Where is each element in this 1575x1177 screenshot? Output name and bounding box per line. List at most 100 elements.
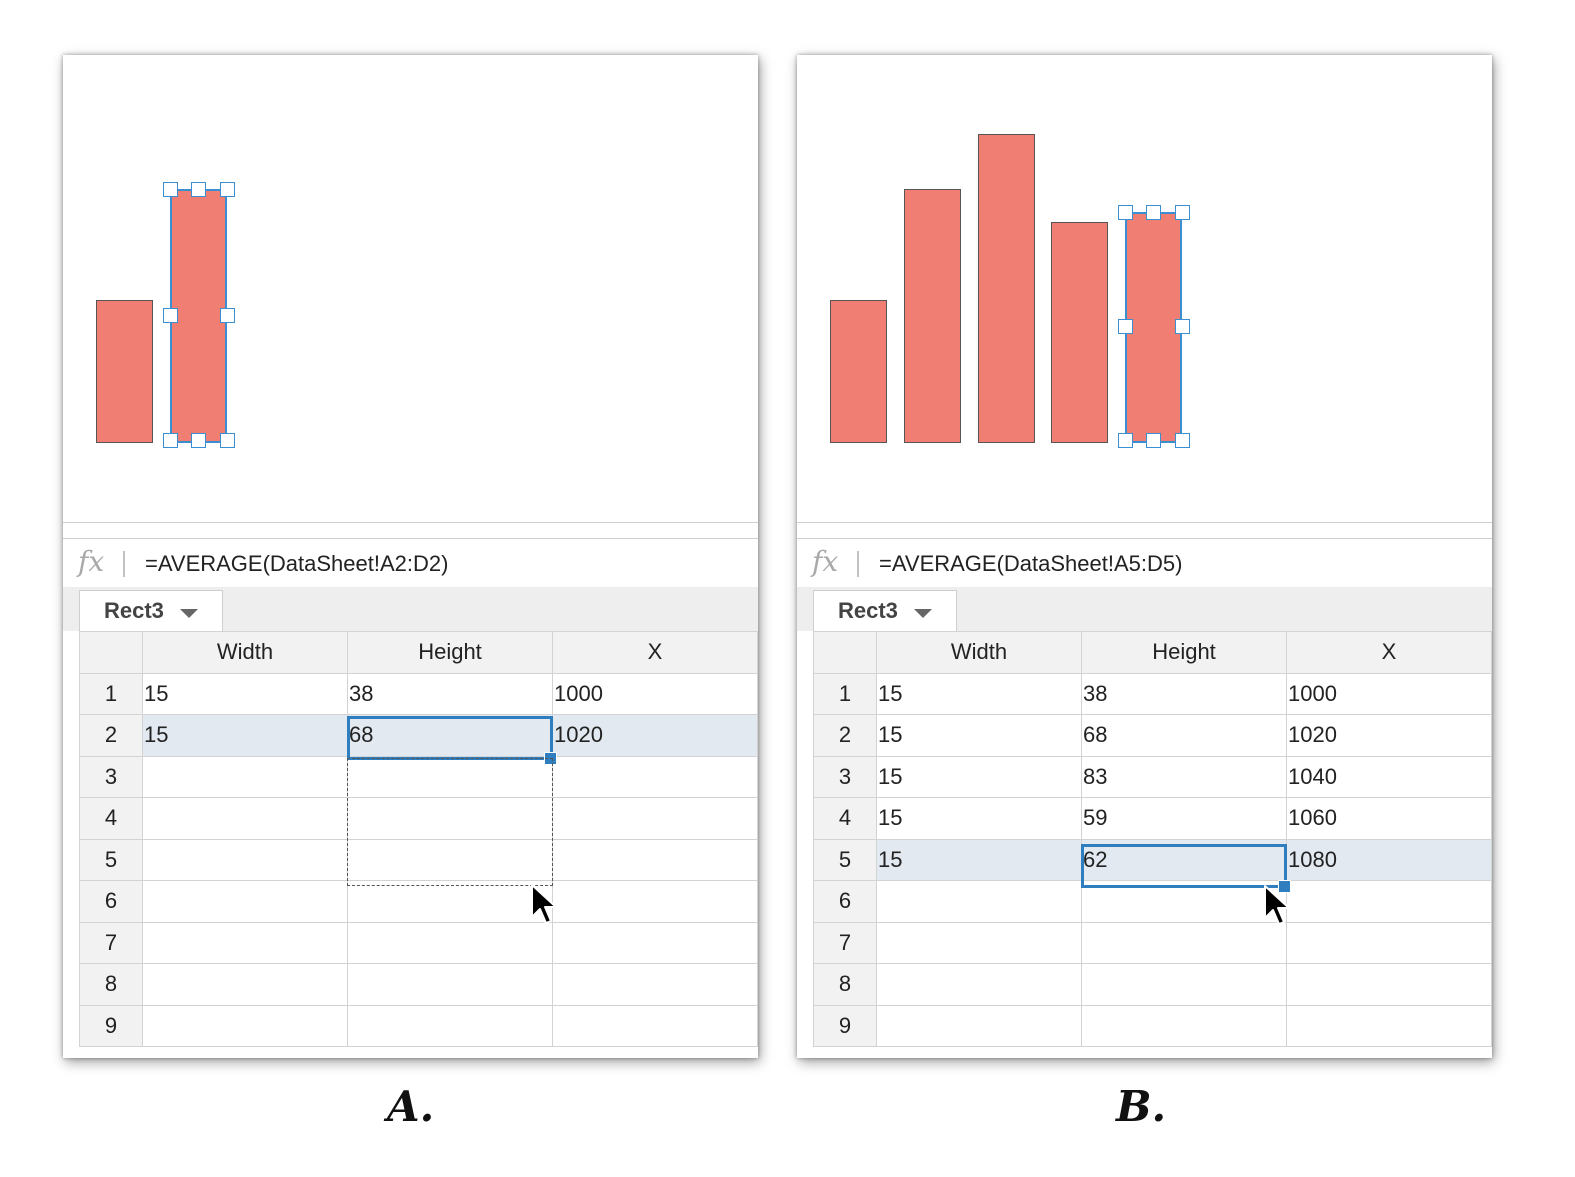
tab-rect3[interactable]: Rect3 [813, 590, 957, 631]
resize-handle-se[interactable] [220, 433, 235, 448]
resize-handle-sw[interactable] [1118, 433, 1133, 448]
cell[interactable]: 15 [876, 838, 1082, 881]
resize-handle-n[interactable] [191, 182, 206, 197]
cell[interactable] [1081, 963, 1287, 1006]
row-number[interactable]: 5 [813, 838, 877, 881]
cell[interactable]: 1020 [1286, 714, 1492, 757]
caret-down-icon[interactable] [180, 609, 198, 618]
chart-canvas[interactable] [63, 55, 758, 522]
cell[interactable] [1286, 880, 1492, 923]
row-number[interactable]: 1 [813, 672, 877, 715]
resize-handle-s[interactable] [191, 433, 206, 448]
row-number[interactable]: 9 [813, 1004, 877, 1047]
fill-handle[interactable] [1278, 880, 1291, 893]
cell[interactable]: 68 [347, 714, 553, 757]
formula-bar[interactable]: fx =AVERAGE(DataSheet!A2:D2) [63, 539, 758, 588]
grid-corner[interactable] [813, 631, 877, 674]
cell[interactable]: 1080 [1286, 838, 1492, 881]
row-number[interactable]: 7 [79, 921, 143, 964]
row-number[interactable]: 8 [813, 963, 877, 1006]
cell[interactable] [142, 880, 348, 923]
resize-handle-n[interactable] [1146, 205, 1161, 220]
cell[interactable] [347, 1004, 553, 1047]
row-number[interactable]: 2 [813, 714, 877, 757]
cell[interactable]: 15 [876, 714, 1082, 757]
cell[interactable] [347, 963, 553, 1006]
cell[interactable]: 83 [1081, 755, 1287, 798]
cell[interactable]: 68 [1081, 714, 1287, 757]
column-header-width[interactable]: Width [876, 631, 1082, 674]
cell[interactable] [1286, 1004, 1492, 1047]
row-number[interactable]: 4 [79, 797, 143, 840]
cell[interactable] [552, 1004, 758, 1047]
cell[interactable] [876, 921, 1082, 964]
cell[interactable]: 62 [1081, 838, 1287, 881]
cell[interactable] [876, 880, 1082, 923]
row-number[interactable]: 6 [79, 880, 143, 923]
resize-handle-nw[interactable] [163, 182, 178, 197]
cell[interactable] [347, 921, 553, 964]
cell[interactable] [1081, 921, 1287, 964]
column-header-x[interactable]: X [1286, 631, 1492, 674]
cell[interactable] [142, 1004, 348, 1047]
cell[interactable]: 15 [876, 672, 1082, 715]
cell[interactable] [1286, 963, 1492, 1006]
cell[interactable] [142, 797, 348, 840]
resize-handle-w[interactable] [163, 308, 178, 323]
cell[interactable] [142, 921, 348, 964]
resize-handle-e[interactable] [1175, 319, 1190, 334]
cell[interactable] [552, 880, 758, 923]
cell[interactable]: 15 [876, 797, 1082, 840]
cell[interactable] [347, 880, 553, 923]
rect-bar-1[interactable] [830, 300, 887, 443]
row-number[interactable]: 3 [79, 755, 143, 798]
cell[interactable] [1081, 880, 1287, 923]
cell[interactable]: 15 [142, 672, 348, 715]
cell[interactable] [1081, 1004, 1287, 1047]
cell[interactable]: 59 [1081, 797, 1287, 840]
cell[interactable]: 15 [876, 755, 1082, 798]
rect-bar-3[interactable] [978, 134, 1035, 443]
column-header-width[interactable]: Width [142, 631, 348, 674]
row-number[interactable]: 2 [79, 714, 143, 757]
row-number[interactable]: 7 [813, 921, 877, 964]
cell[interactable] [142, 838, 348, 881]
caret-down-icon[interactable] [914, 609, 932, 618]
cell[interactable] [552, 963, 758, 1006]
resize-handle-w[interactable] [1118, 319, 1133, 334]
resize-handle-e[interactable] [220, 308, 235, 323]
resize-handle-s[interactable] [1146, 433, 1161, 448]
row-number[interactable]: 4 [813, 797, 877, 840]
cell[interactable]: 1000 [1286, 672, 1492, 715]
cell[interactable]: 38 [1081, 672, 1287, 715]
resize-handle-se[interactable] [1175, 433, 1190, 448]
cell[interactable] [552, 921, 758, 964]
cell[interactable] [347, 838, 553, 881]
cell[interactable] [552, 838, 758, 881]
grid-corner[interactable] [79, 631, 143, 674]
row-number[interactable]: 9 [79, 1004, 143, 1047]
column-header-x[interactable]: X [552, 631, 758, 674]
row-number[interactable]: 1 [79, 672, 143, 715]
chart-canvas[interactable] [797, 55, 1492, 522]
rect-bar-2[interactable] [170, 189, 227, 443]
cell[interactable]: 15 [142, 714, 348, 757]
cell[interactable]: 1020 [552, 714, 758, 757]
cell[interactable] [1286, 921, 1492, 964]
row-number[interactable]: 8 [79, 963, 143, 1006]
cell[interactable] [552, 755, 758, 798]
cell[interactable] [347, 797, 553, 840]
row-number[interactable]: 5 [79, 838, 143, 881]
resize-handle-sw[interactable] [163, 433, 178, 448]
fill-handle[interactable] [544, 752, 557, 765]
resize-handle-ne[interactable] [220, 182, 235, 197]
formula-text[interactable]: =AVERAGE(DataSheet!A2:D2) [145, 551, 449, 576]
cell[interactable]: 1040 [1286, 755, 1492, 798]
cell[interactable]: 38 [347, 672, 553, 715]
cell[interactable]: 1060 [1286, 797, 1492, 840]
column-header-height[interactable]: Height [1081, 631, 1287, 674]
rect-bar-2[interactable] [904, 189, 961, 443]
cell[interactable] [142, 963, 348, 1006]
cell[interactable] [347, 755, 553, 798]
resize-handle-nw[interactable] [1118, 205, 1133, 220]
